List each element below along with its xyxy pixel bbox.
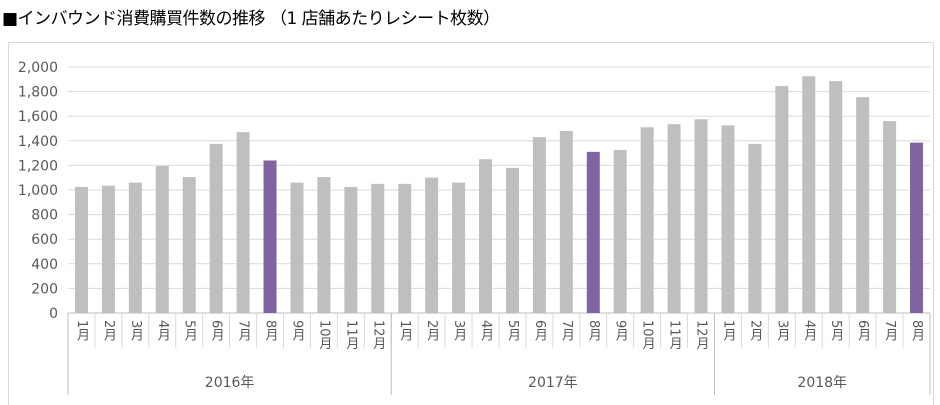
x-tick-label: 1月 — [720, 320, 736, 343]
x-tick-label: 8月 — [263, 320, 279, 343]
y-tick-label: 1,800 — [18, 85, 58, 101]
x-tick-label: 4月 — [155, 320, 171, 343]
bar — [182, 177, 196, 313]
x-tick-label: 7月 — [236, 320, 252, 343]
x-tick-label: 12月 — [370, 320, 386, 351]
bar — [856, 97, 870, 313]
bar — [775, 86, 789, 313]
y-tick-label: 400 — [31, 257, 58, 273]
bar — [371, 183, 385, 313]
bar — [452, 182, 466, 313]
y-tick-label: 600 — [31, 232, 58, 248]
bar — [586, 151, 600, 313]
x-tick-label: 5月 — [505, 320, 521, 343]
group-label: 2018年 — [797, 375, 847, 391]
bar — [694, 119, 708, 314]
x-tick-label: 11月 — [667, 320, 683, 351]
bar — [802, 76, 816, 313]
x-tick-label: 9月 — [613, 320, 629, 343]
y-tick-label: 1,600 — [18, 109, 58, 125]
bar — [74, 186, 88, 313]
page-title: ■インバウンド消費購買件数の推移 （1 店舗あたりレシート枚数） — [2, 9, 500, 29]
bar — [910, 142, 924, 313]
x-tick-label: 7月 — [559, 320, 575, 343]
y-tick-label: 1,400 — [18, 134, 58, 150]
y-tick-label: 1,000 — [18, 183, 58, 199]
bar — [317, 177, 331, 313]
x-tick-label: 11月 — [343, 320, 359, 351]
x-tick-label: 5月 — [182, 320, 198, 343]
bar — [128, 182, 142, 313]
bar — [883, 121, 897, 314]
x-tick-label: 2月 — [424, 320, 440, 343]
bar — [532, 137, 546, 313]
x-tick-label: 1月 — [397, 320, 413, 343]
bar — [559, 130, 573, 313]
bar — [290, 182, 304, 313]
x-tick-label: 5月 — [828, 320, 844, 343]
x-tick-label: 7月 — [882, 320, 898, 343]
x-tick-label: 4月 — [478, 320, 494, 343]
y-tick-label: 800 — [31, 208, 58, 224]
bar — [613, 150, 627, 313]
bar — [101, 185, 115, 313]
x-tick-label: 10月 — [640, 320, 656, 351]
y-tick-label: 2,000 — [18, 60, 58, 76]
y-tick-label: 200 — [31, 281, 58, 297]
x-tick-label: 2月 — [747, 320, 763, 343]
x-tick-label: 3月 — [774, 320, 790, 343]
bar — [721, 125, 735, 313]
bar — [667, 124, 681, 313]
bar — [505, 167, 519, 313]
bar — [829, 81, 843, 314]
x-tick-label: 4月 — [801, 320, 817, 343]
group-label: 2016年 — [205, 375, 255, 391]
bar — [479, 159, 493, 313]
bar — [155, 166, 169, 313]
bar — [263, 160, 277, 313]
x-tick-label: 10月 — [316, 320, 332, 351]
x-tick-label: 6月 — [855, 320, 871, 343]
bar — [748, 143, 762, 313]
x-tick-label: 6月 — [209, 320, 225, 343]
bar — [640, 127, 654, 314]
x-tick-label: 3月 — [451, 320, 467, 343]
x-tick-label: 8月 — [909, 320, 925, 343]
chart-frame — [8, 42, 934, 405]
x-tick-label: 2月 — [101, 320, 117, 343]
bar — [398, 183, 412, 313]
x-tick-label: 9月 — [289, 320, 305, 343]
x-tick-label: 3月 — [128, 320, 144, 343]
y-tick-label: 1,200 — [18, 158, 58, 174]
x-tick-label: 8月 — [586, 320, 602, 343]
x-tick-label: 12月 — [694, 320, 710, 351]
bar — [425, 177, 439, 313]
bar — [344, 186, 358, 313]
bar — [236, 132, 250, 313]
y-tick-label: 0 — [49, 306, 58, 322]
bar — [209, 143, 223, 313]
group-label: 2017年 — [528, 375, 578, 391]
x-tick-label: 1月 — [74, 320, 90, 343]
x-tick-label: 6月 — [532, 320, 548, 343]
